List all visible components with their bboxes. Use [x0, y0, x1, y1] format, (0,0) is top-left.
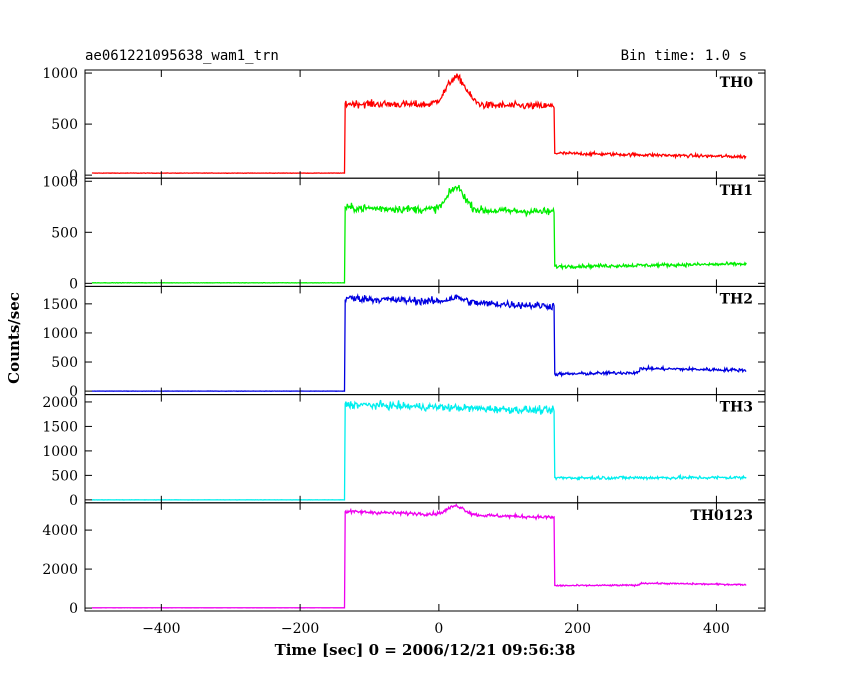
panel-frame [84, 502, 766, 612]
panel-label: TH0 [720, 75, 754, 91]
y-tick-label: 2000 [42, 395, 78, 411]
bin-time-label: Bin time: 1.0 s [621, 48, 747, 64]
panel-label: TH1 [720, 183, 753, 199]
panel-label: TH0123 [690, 508, 753, 524]
y-tick-label: 2000 [42, 562, 78, 578]
series-line-th1 [91, 184, 747, 284]
y-tick-label: 0 [69, 384, 78, 400]
y-tick-label: 500 [51, 117, 78, 133]
y-tick-label: 1000 [42, 66, 78, 82]
y-tick-label: 1000 [42, 326, 78, 342]
panel-th3: 0 500 1000 1500 2000 TH3 [42, 394, 766, 509]
y-tick-label: 1500 [42, 419, 78, 435]
series-line-th0 [91, 73, 747, 175]
y-tick-label: 500 [51, 468, 78, 484]
panel-th0: 0 500 1000 TH0 [42, 66, 766, 184]
panel-frame [84, 69, 766, 179]
x-tick-label: 200 [564, 621, 591, 637]
y-tick-label: 500 [51, 355, 78, 371]
y-axis-label: Counts/sec [5, 292, 23, 384]
x-tick-label: −400 [142, 621, 180, 637]
panel-th0123: 0 2000 4000 TH0123 [42, 502, 766, 617]
x-tick-label: 400 [703, 621, 730, 637]
y-tick-label: 1000 [42, 174, 78, 190]
series-line-th0123 [91, 503, 747, 609]
series-line-th2 [91, 293, 747, 392]
y-tick-label: 0 [69, 601, 78, 617]
y-tick-label: 4000 [42, 523, 78, 539]
x-axis-label: Time [sec] 0 = 2006/12/21 09:56:38 [275, 641, 576, 659]
x-tick-label: −200 [281, 621, 319, 637]
x-tick-label: 0 [434, 621, 443, 637]
x-axis: −400 −200 0 200 400 [142, 621, 730, 637]
panel-frame [84, 177, 766, 287]
y-tick-label: 0 [69, 168, 78, 184]
panel-label: TH3 [720, 400, 753, 416]
panel-th1: 0 500 1000 TH1 [42, 174, 766, 292]
y-tick-label: 500 [51, 225, 78, 241]
chart-title: ae061221095638_wam1_trn [85, 48, 279, 64]
y-tick-label: 1000 [42, 444, 78, 460]
y-tick-label: 0 [69, 493, 78, 509]
y-tick-label: 1500 [42, 297, 78, 313]
series-line-th3 [91, 399, 747, 501]
panels-group: 0 500 1000 TH0 0 500 1000 TH1 0 500 1000 1500 TH2 0 50… [42, 66, 766, 617]
y-tick-label: 0 [69, 276, 78, 292]
panel-th2: 0 500 1000 1500 TH2 [42, 285, 766, 400]
panel-label: TH2 [720, 291, 753, 307]
